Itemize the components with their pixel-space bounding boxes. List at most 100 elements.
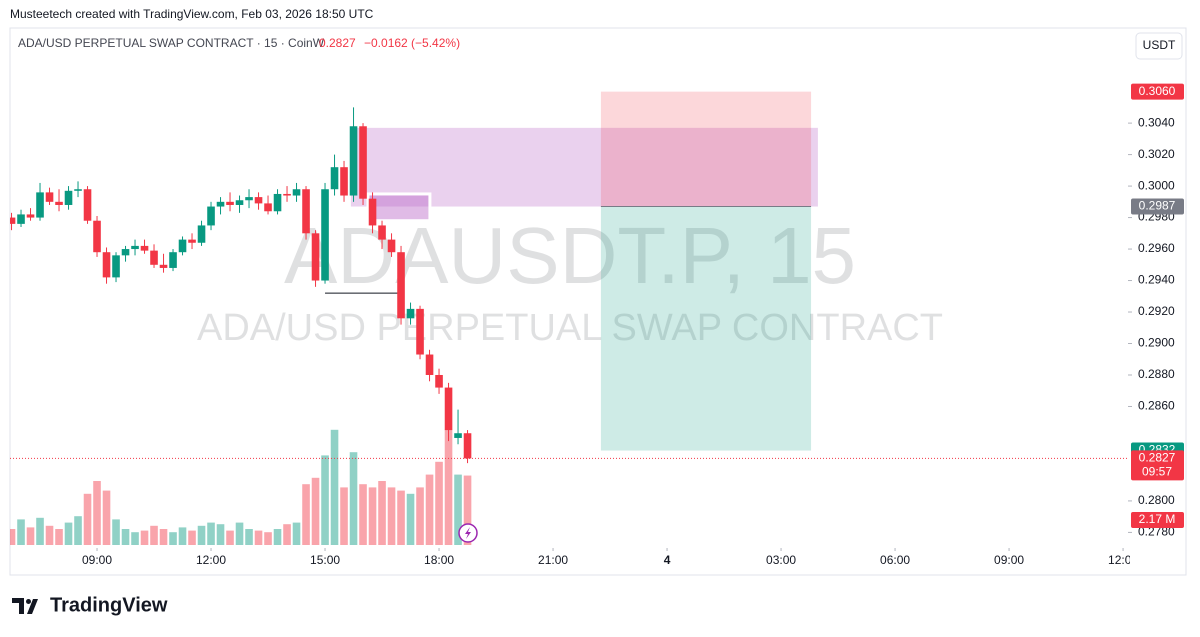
candle-body [311, 233, 320, 281]
volume-bar [264, 532, 272, 545]
candle-body [83, 189, 92, 221]
candle-body [454, 433, 462, 438]
symbol: ADA/USD PERPETUAL SWAP CONTRACT · 15 · C… [18, 36, 325, 50]
volume-bar [121, 529, 130, 545]
volume-bar [397, 490, 405, 545]
candle-body [330, 167, 339, 190]
volume-bar [311, 477, 320, 545]
x-tick-label: 09:00 [994, 553, 1024, 567]
candle-body [340, 167, 348, 196]
volume-bar [216, 524, 225, 545]
stop-tag-bg [1131, 83, 1184, 100]
x-tick-label: 4 [664, 553, 671, 567]
volume-bar [406, 493, 415, 545]
candle-body [226, 201, 234, 205]
candle-body [169, 252, 177, 268]
volume-bar [169, 532, 177, 545]
volume-bar [416, 487, 424, 545]
volume-bar [454, 474, 462, 545]
volume-bar [64, 522, 73, 545]
candle-body [112, 255, 120, 278]
candle-body [17, 214, 25, 224]
candle-body [425, 354, 434, 375]
volume-bar [321, 455, 329, 545]
countdown: 09:57 [1142, 465, 1172, 479]
volume-bar [55, 529, 63, 545]
candle-body [10, 217, 16, 224]
candle-body [387, 239, 396, 253]
candle-body [273, 193, 282, 212]
x-tick-label: 12:00 [196, 553, 226, 567]
volume-bar [26, 527, 35, 545]
last-price-tag-bg [1131, 450, 1184, 481]
x-tick-label: 18:00 [424, 553, 454, 567]
volume-bar [368, 487, 377, 545]
candle-body [235, 200, 244, 205]
candle-body [45, 192, 54, 202]
volume-bar [207, 522, 215, 545]
candle-body [406, 308, 415, 319]
candle-body [74, 189, 82, 191]
candle-body [292, 189, 301, 196]
volume-bar [273, 529, 282, 545]
candle-body [36, 192, 44, 218]
candle-body [254, 197, 263, 204]
last-price-tag: 0.2827 [1139, 451, 1176, 465]
volume-bar [349, 452, 358, 545]
volume-bar [36, 517, 44, 545]
candle-body [359, 126, 367, 199]
y-tick-label: 0.3000 [1138, 178, 1175, 192]
candle-body [188, 239, 196, 243]
volume-bar [359, 484, 367, 545]
candle-body [159, 264, 168, 268]
candle-body [378, 225, 386, 240]
small-zone [366, 192, 432, 223]
y-tick-label: 0.2940 [1138, 273, 1175, 287]
chart-frame [9, 27, 1187, 576]
stop-zone [600, 91, 812, 207]
volume-bar [178, 527, 187, 545]
volume-bar [254, 530, 263, 545]
volume-bar [435, 461, 443, 545]
y-tick-label: 0.3020 [1138, 147, 1175, 161]
volume-bar [425, 474, 434, 545]
last-price: 0.2827 [319, 36, 356, 50]
volume-bar [302, 484, 310, 545]
volume-bar [102, 490, 111, 545]
candle-body [131, 245, 139, 250]
candle-body [197, 225, 206, 243]
volume-tag: 2.17 M [1139, 512, 1176, 526]
y-tick-label: 0.2800 [1138, 493, 1175, 507]
volume-bar [93, 481, 101, 545]
watermark-description: ADA/USD PERPETUAL SWAP CONTRACT [197, 307, 943, 349]
x-tick-label: 12:00 [1108, 553, 1138, 567]
x-tick-label: 21:00 [538, 553, 568, 567]
candle-body [216, 201, 225, 207]
y-tick-label: 0.2860 [1138, 399, 1175, 413]
volume-bar [150, 525, 158, 545]
candle-body [463, 433, 472, 459]
candle-body [416, 308, 424, 355]
y-tick-label: 0.3040 [1138, 115, 1175, 129]
candle-body [64, 190, 73, 205]
entry-tag: 0.2987 [1139, 199, 1176, 213]
target-zone [600, 206, 812, 451]
volume-tag-bg [1131, 512, 1184, 528]
y-tick-label: 0.2880 [1138, 367, 1175, 381]
y-tick-label: 0.2960 [1138, 241, 1175, 255]
y-tick-label: 0.2900 [1138, 336, 1175, 350]
volume-bar [387, 487, 396, 545]
currency[interactable]: USDT [1143, 38, 1176, 52]
candle-body [102, 252, 111, 278]
volume-bar [140, 530, 149, 545]
volume-bar [235, 522, 244, 545]
candle-body [93, 220, 101, 253]
currency-button[interactable] [1135, 32, 1183, 60]
candle-body [321, 189, 329, 281]
tradingview-logo: TradingView [12, 594, 168, 616]
candle-body [26, 214, 35, 218]
credit: Musteetech created with TradingView.com,… [10, 7, 374, 21]
volume-bar [226, 530, 234, 545]
x-tick-label: 09:00 [82, 553, 112, 567]
volume-bar [463, 475, 472, 545]
